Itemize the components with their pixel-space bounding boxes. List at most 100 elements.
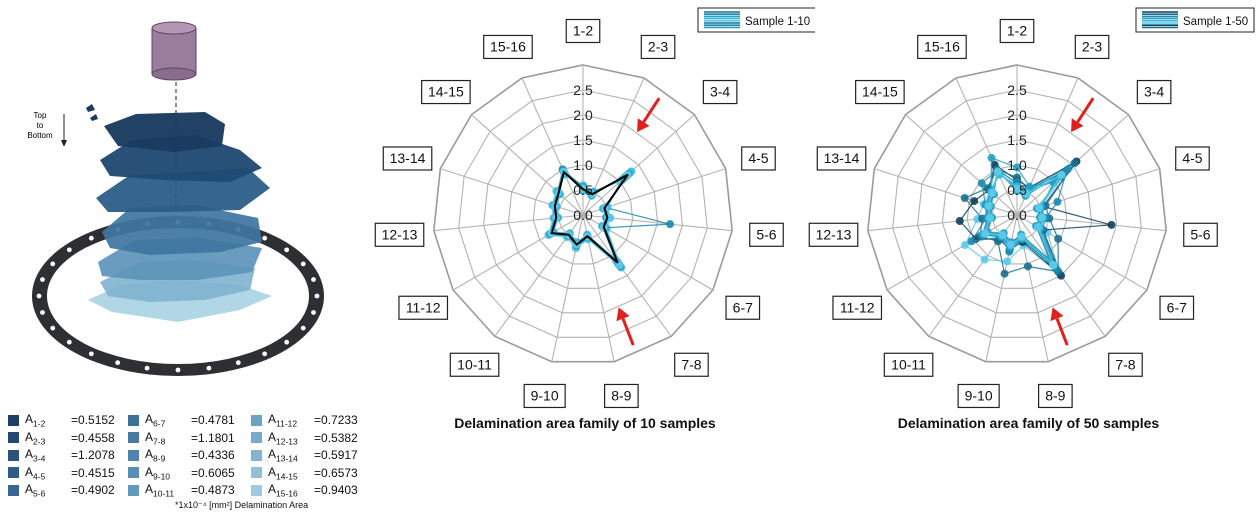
radial-tick-label: 2.5 bbox=[573, 82, 593, 98]
legend-area-value: 0.5382 bbox=[321, 430, 358, 445]
red-arrow-icon bbox=[1071, 97, 1095, 133]
grid-spoke bbox=[471, 114, 584, 216]
axis-label: 1-2 bbox=[573, 23, 593, 39]
legend-item: A10-11 = 0.4873 bbox=[128, 482, 235, 498]
axis-label-box: 2-3 bbox=[640, 34, 676, 60]
axis-label-frame bbox=[816, 146, 867, 171]
legend-area-label: A15-16 bbox=[268, 482, 298, 499]
legend-swatch bbox=[128, 414, 139, 426]
direction-label-line-1: Top bbox=[34, 111, 47, 120]
data-point bbox=[1023, 262, 1032, 271]
axis-label: 9-10 bbox=[965, 387, 993, 403]
legend-area-label: A11-12 bbox=[268, 412, 298, 429]
legend-area-value: 0.4781 bbox=[198, 413, 235, 428]
grid-ring bbox=[458, 89, 708, 338]
legend-area-label: A3-4 bbox=[25, 447, 46, 464]
radial-tick-label: 0.5 bbox=[1007, 182, 1027, 198]
legend-area-label: A8-9 bbox=[145, 447, 166, 464]
axis-label-frame bbox=[808, 222, 859, 247]
drill-bit bbox=[151, 21, 197, 81]
data-point bbox=[1034, 203, 1043, 212]
red-arrow-icon bbox=[1050, 307, 1069, 346]
grid-spoke bbox=[582, 214, 672, 337]
data-point bbox=[967, 237, 976, 246]
axis-label: 10-11 bbox=[457, 356, 492, 372]
axis-label-box: 1-2 bbox=[565, 18, 601, 44]
red-arrow-shaft bbox=[621, 318, 635, 346]
axis-label-frame bbox=[917, 34, 967, 60]
legend-area-label: A12-13 bbox=[268, 429, 298, 446]
radial-tick-label: 0.0 bbox=[573, 207, 593, 223]
axis-label: 6-7 bbox=[1167, 299, 1187, 315]
axis-label-frame bbox=[565, 18, 601, 44]
data-point bbox=[977, 179, 986, 188]
axis-label-frame bbox=[674, 352, 709, 377]
axis-label-frame bbox=[449, 352, 500, 377]
legend-area-label: A13-14 bbox=[268, 447, 298, 464]
legend-area-label: A9-10 bbox=[145, 464, 171, 481]
series-group bbox=[955, 153, 1116, 280]
axis-label-frame bbox=[640, 34, 676, 60]
grid-ring bbox=[532, 164, 634, 265]
grid-spoke bbox=[886, 214, 1018, 291]
red-arrow-icon bbox=[616, 307, 635, 346]
legend-label: Sample 1-10 bbox=[745, 16, 810, 28]
radial-tick-label: 2.0 bbox=[1007, 107, 1027, 123]
axis-label: 4-5 bbox=[1182, 150, 1202, 166]
grid-ring bbox=[941, 139, 1093, 289]
data-point bbox=[998, 230, 1007, 239]
legend-area-label: A14-15 bbox=[268, 464, 298, 481]
legend-swatch bbox=[8, 484, 19, 496]
axis-label: 2-3 bbox=[1082, 38, 1102, 54]
grid-ring bbox=[433, 64, 733, 363]
axis-label-frame bbox=[832, 295, 883, 320]
axis-label-box: 12-13 bbox=[374, 222, 425, 247]
axis-label-frame bbox=[999, 18, 1035, 44]
legend-item: A11-12 = 0.7233 bbox=[251, 412, 358, 428]
radial-tick-label: 1.5 bbox=[573, 132, 593, 148]
legend-area-label: A7-8 bbox=[145, 429, 166, 446]
legend-swatch bbox=[251, 467, 262, 479]
axis-label: 15-16 bbox=[924, 38, 960, 54]
axis-label-frame bbox=[523, 383, 566, 409]
axis-label: 3-4 bbox=[710, 84, 730, 100]
ring-hole bbox=[115, 360, 121, 366]
ring-hole bbox=[300, 261, 306, 267]
data-point bbox=[1022, 189, 1031, 198]
series-line bbox=[970, 168, 1069, 271]
legend-area-value: 0.4336 bbox=[198, 448, 235, 463]
legend-area-label: A1-2 bbox=[25, 412, 46, 429]
delamination-3d-illustration: Top to Bottom bbox=[0, 0, 360, 400]
axis-label-box: 14-15 bbox=[855, 79, 905, 105]
legend-item: A14-15 = 0.6573 bbox=[251, 465, 358, 481]
legend-note: *1x10⁻⁴ [mm²] Delamination Area bbox=[175, 500, 309, 510]
legend-item: A5-6 = 0.4902 bbox=[8, 482, 115, 498]
data-point bbox=[988, 188, 997, 197]
axis-label: 14-15 bbox=[862, 84, 898, 100]
delamination-3d-graphic: Top to Bottom bbox=[27, 21, 324, 376]
series-line bbox=[963, 162, 1076, 275]
radial-tick-label: 0.5 bbox=[573, 182, 593, 198]
legend-area-value: 1.2078 bbox=[78, 448, 115, 463]
red-arrow-shaft bbox=[1055, 318, 1069, 346]
ring-hole bbox=[175, 367, 181, 373]
data-point bbox=[1013, 185, 1021, 193]
legend-area-value: 1.1801 bbox=[198, 430, 235, 445]
legend-swatch bbox=[251, 449, 262, 461]
grid-spoke bbox=[521, 77, 584, 216]
axis-label-box: 2-3 bbox=[1074, 34, 1110, 60]
ring-hole bbox=[40, 310, 45, 315]
data-point bbox=[987, 153, 996, 162]
legend-swatch bbox=[8, 467, 19, 479]
axis-label-box: 11-12 bbox=[832, 295, 883, 320]
axis-label: 11-12 bbox=[406, 299, 441, 315]
legend-area-label: A4-5 bbox=[25, 464, 46, 481]
axis-label: 5-6 bbox=[1190, 226, 1210, 242]
legend-area-value: 0.7233 bbox=[321, 413, 358, 428]
axis-label: 8-9 bbox=[1045, 387, 1065, 403]
radar-chart-10-samples: 0.0 0.5 1.0 1.5 2.0 2.5 1-2 2-3 3-4 4-5 5-6 6-7 7-8 8… bbox=[374, 7, 815, 409]
data-point bbox=[984, 201, 993, 210]
axis-label-box: 10-11 bbox=[883, 352, 934, 377]
axis-label-frame bbox=[883, 352, 934, 377]
axis-label: 12-13 bbox=[816, 226, 852, 242]
